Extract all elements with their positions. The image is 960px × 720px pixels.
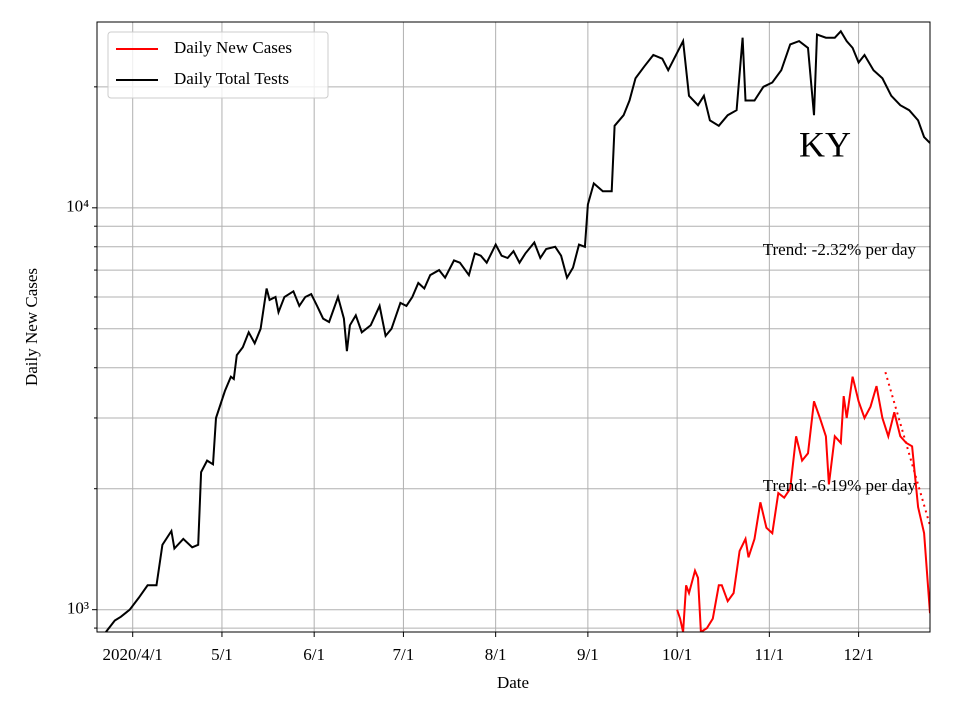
- legend-label: Daily New Cases: [174, 38, 292, 57]
- y-axis-label: Daily New Cases: [22, 268, 41, 386]
- legend-label: Daily Total Tests: [174, 69, 289, 88]
- x-tick-label: 7/1: [393, 645, 415, 664]
- x-tick-label: 11/1: [755, 645, 785, 664]
- legend-box: [107, 31, 329, 99]
- x-tick-label: 12/1: [843, 645, 873, 664]
- x-tick-label: 8/1: [485, 645, 507, 664]
- x-tick-label: 2020/4/1: [102, 645, 162, 664]
- series-line: [676, 376, 930, 632]
- series-line: [105, 29, 930, 632]
- plot-area: [105, 29, 930, 632]
- x-tick-label: 5/1: [211, 645, 233, 664]
- x-tick-label: 9/1: [577, 645, 599, 664]
- x-tick-label: 10/1: [662, 645, 692, 664]
- legend: Daily New Cases Daily Total Tests: [107, 31, 329, 99]
- chart-title: KY: [799, 124, 851, 164]
- trend-line: [884, 371, 930, 526]
- annotation: Trend: -6.19% per day: [763, 476, 917, 495]
- axes-frame: [96, 21, 931, 633]
- x-tick-label: 6/1: [303, 645, 325, 664]
- y-tick-label: 10³: [67, 599, 89, 618]
- annotation: Trend: -2.32% per day: [763, 240, 917, 259]
- y-tick-label: 10⁴: [66, 197, 89, 216]
- x-axis-label: Date: [497, 673, 529, 692]
